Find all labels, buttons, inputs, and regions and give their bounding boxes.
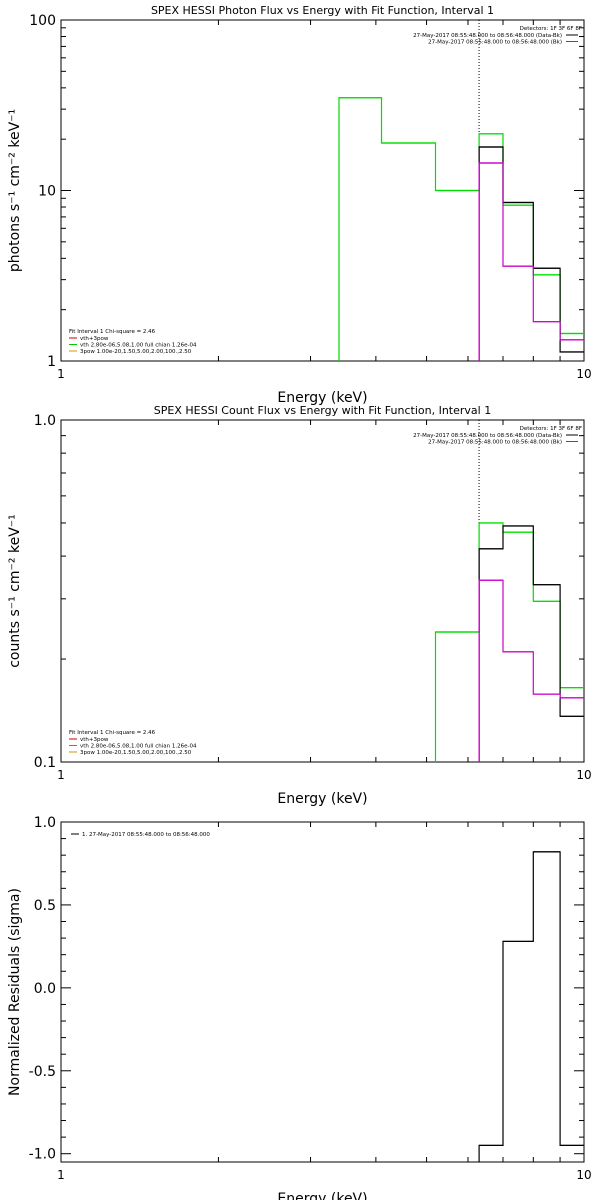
x-tick-label: 10 [576,367,591,381]
x-tick-label: 1 [57,1168,65,1182]
step-line [478,162,584,361]
step-line [478,851,584,1162]
y-axis-label: Normalized Residuals (sigma) [7,888,23,1096]
step-line [478,579,584,762]
x-tick-label: 10 [576,768,591,782]
legend-topleft: 1. 27-May-2017 08:55:48.000 to 08:56:48.… [71,832,210,838]
legend-header: Detectors: 1F 3F 6F 8F [520,426,582,432]
y-tick-label: 0.1 [34,755,56,771]
legend-header: Fit Interval 1 Chi-square = 2.46 [69,329,156,335]
legend-entry-label: vth 2.80e-06,5.08,1.00 full chian 1.26e-… [80,343,197,349]
y-tick-label: 1 [47,354,56,370]
series-1 [434,522,584,762]
legend-bottomleft: Fit Interval 1 Chi-square = 2.46vth+3pow… [69,329,197,355]
step-line [478,146,584,361]
y-tick-label: 1.0 [34,815,56,831]
plot-frame [60,419,585,763]
series-2 [478,525,584,762]
y-tick-label: -1.0 [29,1147,56,1163]
chart-panel-3: 1 10 -1.0 -0.5 0.0 0.5 1.0 Energy (keV) Normaliz… [7,815,592,1204]
x-axis-label: Energy (keV) [277,390,367,406]
plot-frame [60,821,585,1163]
x-axis-label: Energy (keV) [277,1191,367,1200]
series-1 [338,97,584,361]
y-axis-label: photons s⁻¹ cm⁻² keV⁻¹ [7,109,23,272]
legend-entry-label: 27-May-2017 08:55:48.000 to 08:56:48.000… [413,33,562,39]
chart-panel-2: SPEX HESSI Count Flux vs Energy with Fit… [7,404,592,807]
x-axis-label: Energy (keV) [277,791,367,807]
series-3 [478,579,584,762]
legend-bottomleft: Fit Interval 1 Chi-square = 2.46vth+3pow… [69,730,197,756]
step-line [478,525,584,762]
x-tick-label: 10 [576,1168,591,1182]
plot-frame [60,19,585,362]
step-line [434,522,584,762]
series-3 [478,162,584,361]
chart-title: SPEX HESSI Count Flux vs Energy with Fit… [154,404,491,417]
legend-entry-label: vth 2.80e-06,5.08,1.00 full chian 1.26e-… [80,744,197,750]
legend-entry-label: 1. 27-May-2017 08:55:48.000 to 08:56:48.… [82,832,210,838]
series-1 [478,851,584,1162]
legend-entry-label: vth+3pow [80,336,109,342]
y-tick-label: 1.0 [34,413,56,429]
legend-entry-label: 3pow 1.00e-20,1.50,5.00,2.00,100.,2.50 [80,349,192,355]
legend-header: Detectors: 1F 3F 6F 8F [520,26,582,32]
legend-entry-label: 27-May-2017 08:55:48.000 to 08:56:48.000… [428,40,562,46]
legend-header: Fit Interval 1 Chi-square = 2.46 [69,730,156,736]
x-tick-label: 1 [57,768,65,782]
legend-entry-label: 27-May-2017 08:55:48.000 to 08:56:48.000… [413,433,562,439]
y-tick-label: 0.5 [34,898,56,914]
series-2 [478,146,584,361]
y-axis-label: counts s⁻¹ cm⁻² keV⁻¹ [7,514,23,668]
legend-entry-label: 27-May-2017 08:55:48.000 to 08:56:48.000… [428,440,562,446]
y-tick-label: -0.5 [29,1064,56,1080]
legend-entry-label: 3pow 1.00e-20,1.50,5.00,2.00,100.,2.50 [80,750,192,756]
chart-title: SPEX HESSI Photon Flux vs Energy with Fi… [151,4,494,17]
chart-panel-1: SPEX HESSI Photon Flux vs Energy with Fi… [7,4,592,406]
x-tick-label: 1 [57,367,65,381]
y-tick-label: 100 [29,13,56,29]
y-tick-label: 0.0 [34,981,56,997]
legend-entry-label: vth+3pow [80,737,109,743]
y-tick-label: 10 [38,184,56,200]
